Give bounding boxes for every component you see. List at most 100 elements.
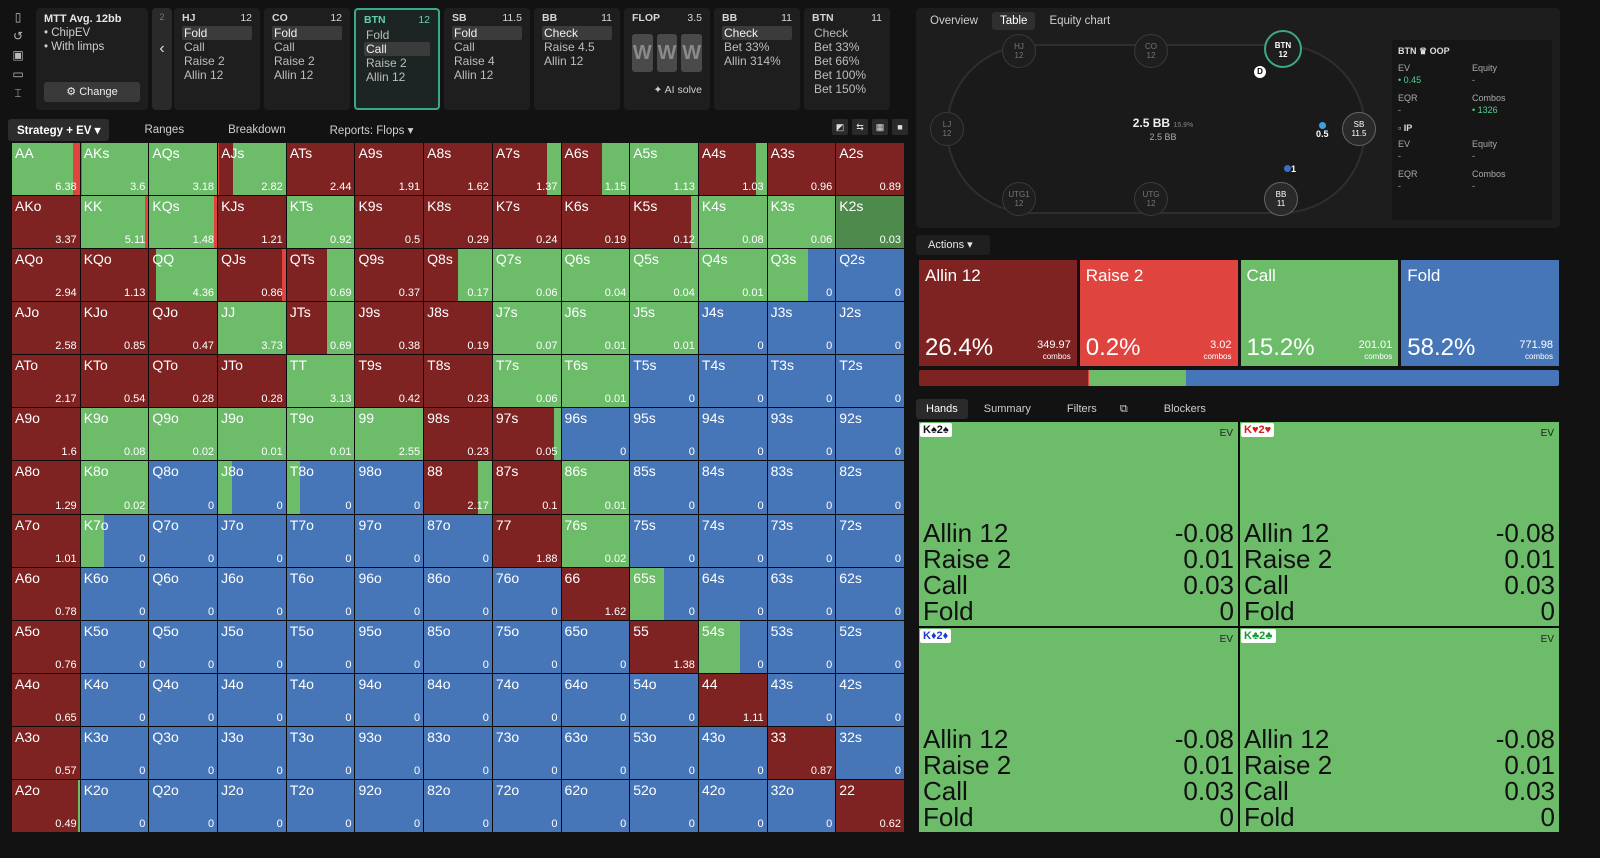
hand-cell[interactable]: 85s 0: [630, 461, 698, 514]
hand-cell[interactable]: T8s 0.23: [424, 355, 492, 408]
actions-dropdown[interactable]: Actions ▾: [916, 235, 990, 255]
hand-cell[interactable]: 66 1.62: [561, 567, 630, 620]
seat-utg[interactable]: UTG 12: [1134, 182, 1168, 216]
hand-cell[interactable]: AA 6.38: [12, 143, 80, 196]
seat-action[interactable]: Allin 12: [184, 68, 224, 82]
seat-action[interactable]: Bet 33%: [724, 40, 770, 54]
hand-cell[interactable]: K5s 0.12: [630, 196, 698, 249]
flop-card[interactable]: W: [656, 34, 678, 72]
hand-cell[interactable]: K4s 0.08: [698, 196, 767, 249]
hand-cell[interactable]: K9s 0.5: [355, 196, 424, 249]
seat-action[interactable]: Raise 2: [184, 54, 225, 68]
hand-cell[interactable]: A7o 1.01: [12, 514, 80, 567]
hand-cell[interactable]: K6s 0.19: [561, 196, 630, 249]
seat-btn[interactable]: BTN 12: [1264, 30, 1302, 68]
history-icon[interactable]: ↺: [12, 29, 24, 43]
hand-cell[interactable]: ATo 2.17: [12, 355, 80, 408]
hand-cell[interactable]: A9s 1.91: [355, 143, 424, 196]
hand-cell[interactable]: 63s 0: [767, 567, 836, 620]
hand-cell[interactable]: KTs 0.92: [286, 196, 355, 249]
hand-cell[interactable]: AJs 2.82: [218, 143, 286, 196]
tab-hands[interactable]: Hands: [916, 399, 968, 419]
hand-cell[interactable]: QTo 0.28: [149, 355, 218, 408]
hand-cell[interactable]: K4o 0: [80, 673, 149, 726]
hand-cell[interactable]: T4s 0: [698, 355, 767, 408]
hand-cell[interactable]: 75s 0: [630, 514, 698, 567]
hand-cell[interactable]: KQs 1.48: [149, 196, 218, 249]
hand-cell[interactable]: 52s 0: [836, 620, 904, 673]
tab-reports-flops[interactable]: Reports: Flops ▾: [329, 125, 414, 137]
hand-cell[interactable]: AQo 2.94: [12, 249, 80, 302]
seat-action[interactable]: Raise 4.5: [544, 40, 595, 54]
seat-hj-0[interactable]: HJ 12 Fold Call Raise 2 Allin 12: [174, 8, 260, 110]
seat-action[interactable]: Check: [542, 26, 612, 40]
hand-cell[interactable]: 62o 0: [561, 779, 630, 832]
hand-cell[interactable]: Q5o 0: [149, 620, 218, 673]
hand-cell[interactable]: A9o 1.6: [12, 408, 80, 461]
hand-cell[interactable]: 43s 0: [767, 673, 836, 726]
hand-cell[interactable]: AQs 3.18: [149, 143, 218, 196]
hand-cell[interactable]: J3o 0: [218, 726, 286, 779]
hand-cell[interactable]: J6s 0.01: [561, 302, 630, 355]
hand-cell[interactable]: A8o 1.29: [12, 461, 80, 514]
hand-cell[interactable]: T8o 0: [286, 461, 355, 514]
seat-flop-5[interactable]: FLOP 3.5 W W W ✦ AI solve: [624, 8, 710, 110]
hand-cell[interactable]: A5o 0.76: [12, 620, 80, 673]
hand-cell[interactable]: K8o 0.02: [80, 461, 149, 514]
hand-cell[interactable]: 82o 0: [424, 779, 492, 832]
hand-cell[interactable]: JTo 0.28: [218, 355, 286, 408]
hand-combo[interactable]: K♠2♠ EV Allin 12 -0.08 Raise 2 0.01 Call 0.03 Fo…: [919, 422, 1238, 626]
seat-sb-3[interactable]: SB 11.5 Fold Call Raise 4 Allin 12: [444, 8, 530, 110]
action-raise[interactable]: Raise 2 0.2% 3.02 combos: [1079, 260, 1238, 366]
hand-cell[interactable]: 93s 0: [767, 408, 836, 461]
hand-cell[interactable]: Q4o 0: [149, 673, 218, 726]
hand-cell[interactable]: 53o 0: [630, 726, 698, 779]
hand-cell[interactable]: A2o 0.49: [12, 779, 80, 832]
hand-combo[interactable]: K♥2♥ EV Allin 12 -0.08 Raise 2 0.01 Call 0.03 Fo…: [1240, 422, 1559, 626]
hand-cell[interactable]: T7s 0.06: [492, 355, 561, 408]
hand-cell[interactable]: 76s 0.02: [561, 514, 630, 567]
hand-cell[interactable]: 53s 0: [767, 620, 836, 673]
seat-action[interactable]: Bet 100%: [814, 68, 867, 82]
hand-cell[interactable]: 54o 0: [630, 673, 698, 726]
seat-hj[interactable]: HJ 12: [1002, 34, 1036, 68]
hand-cell[interactable]: A7s 1.37: [492, 143, 561, 196]
seat-action[interactable]: Bet 33%: [814, 40, 860, 54]
hand-cell[interactable]: 76o 0: [492, 567, 561, 620]
hand-cell[interactable]: 22 0.62: [836, 779, 904, 832]
hand-cell[interactable]: 88 2.17: [424, 461, 492, 514]
seat-action[interactable]: Fold: [366, 28, 390, 42]
hand-cell[interactable]: T3o 0: [286, 726, 355, 779]
hand-cell[interactable]: K9o 0.08: [80, 408, 149, 461]
ai-solve-button[interactable]: ✦ AI solve: [632, 84, 703, 96]
action-call[interactable]: Call 15.2% 201.01 combos: [1240, 260, 1399, 366]
hand-cell[interactable]: 65s 0: [630, 567, 698, 620]
square-icon[interactable]: ■: [892, 119, 908, 135]
hand-cell[interactable]: T9o 0.01: [286, 408, 355, 461]
hand-cell[interactable]: 92s 0: [836, 408, 904, 461]
seat-action[interactable]: Fold: [452, 26, 522, 40]
seat-action[interactable]: Raise 2: [366, 56, 407, 70]
hand-cell[interactable]: QJo 0.47: [149, 302, 218, 355]
hand-cell[interactable]: 32s 0: [836, 726, 904, 779]
hand-cell[interactable]: T6o 0: [286, 567, 355, 620]
hand-cell[interactable]: T5s 0: [630, 355, 698, 408]
hand-cell[interactable]: 86s 0.01: [561, 461, 630, 514]
hand-cell[interactable]: T3s 0: [767, 355, 836, 408]
hand-cell[interactable]: 96o 0: [355, 567, 424, 620]
seat-action[interactable]: Bet 66%: [814, 54, 860, 68]
hand-cell[interactable]: A5s 1.13: [630, 143, 698, 196]
hand-cell[interactable]: Q7s 0.06: [492, 249, 561, 302]
hand-cell[interactable]: T2s 0: [836, 355, 904, 408]
hand-cell[interactable]: 73s 0: [767, 514, 836, 567]
hand-cell[interactable]: J9o 0.01: [218, 408, 286, 461]
seat-btn-7[interactable]: BTN 11 Check Bet 33% Bet 66% Bet 100% Bet 150%: [804, 8, 890, 110]
hand-cell[interactable]: Q8s 0.17: [424, 249, 492, 302]
hand-cell[interactable]: 74o 0: [492, 673, 561, 726]
hand-cell[interactable]: 54s 0: [698, 620, 767, 673]
seat-co[interactable]: CO 12: [1134, 34, 1168, 68]
hand-cell[interactable]: A6s 1.15: [561, 143, 630, 196]
hand-cell[interactable]: 55 1.38: [630, 620, 698, 673]
hand-cell[interactable]: QQ 4.36: [149, 249, 218, 302]
seat-action[interactable]: Allin 12: [366, 70, 406, 84]
